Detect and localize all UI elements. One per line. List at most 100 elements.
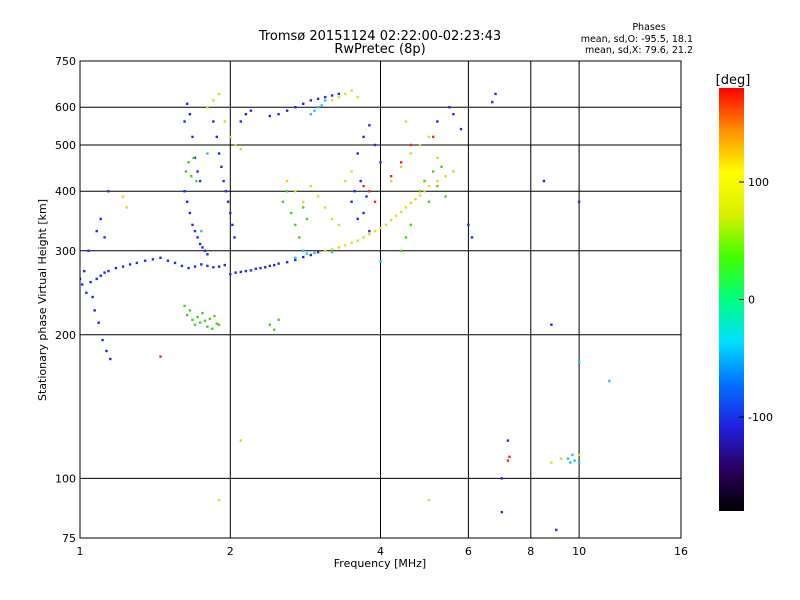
scatter-point-yellow — [418, 194, 422, 197]
scatter-point-blue — [226, 200, 230, 203]
scatter-point-blue — [203, 249, 207, 252]
scatter-point-yellow — [324, 206, 327, 209]
scatter-point-green — [444, 195, 447, 198]
scatter-point-yellow — [577, 453, 581, 457]
scatter-point-cyan — [577, 361, 581, 364]
scatter-point-blue — [107, 269, 110, 273]
scatter-point-cyan — [320, 104, 323, 107]
scatter-point-yellow — [239, 439, 242, 442]
scatter-point-blue — [183, 120, 186, 123]
scatter-point-blue — [324, 95, 327, 99]
scatter-point-blue — [186, 200, 189, 203]
scatter-point-blue — [81, 283, 84, 286]
scatter-point-blue — [83, 269, 86, 273]
scatter-point-yellow — [212, 99, 215, 102]
scatter-point-green — [305, 217, 309, 221]
x-tick-label: 16 — [674, 545, 688, 558]
scatter-point-cyan — [309, 113, 312, 116]
scatter-point-blue — [121, 265, 125, 268]
scatter-point-blue — [356, 217, 359, 221]
scatter-point-blue — [448, 106, 451, 109]
scatter-point-cyan — [571, 453, 574, 457]
scatter-point-yellow — [409, 152, 412, 155]
scatter-point-blue — [101, 338, 104, 342]
scatter-point-red — [389, 175, 393, 178]
scatter-point-blue — [114, 266, 118, 270]
colorbar-tick-label: 0 — [748, 294, 755, 307]
scatter-point-green — [203, 319, 207, 322]
scatter-point-red — [362, 184, 365, 188]
scatter-point-green — [215, 322, 218, 325]
scatter-point-green — [206, 325, 209, 328]
scatter-point-yellow — [206, 106, 209, 109]
scatter-point-blue — [193, 156, 197, 159]
scatter-point-yellow — [330, 99, 334, 102]
scatter-point-red — [506, 459, 510, 462]
scatter-point-green — [440, 165, 443, 168]
x-axis-tick-labels: 1 2 4 6 8 10 16 — [77, 545, 689, 558]
x-tick-label: 4 — [377, 545, 384, 558]
y-tick-label: 200 — [55, 329, 76, 342]
scatter-point-yellow — [337, 223, 340, 227]
scatter-point-yellow — [121, 195, 125, 198]
scatter-point-blue — [180, 264, 184, 268]
scatter-point-blue — [359, 179, 362, 183]
scatter-point-blue — [93, 309, 96, 312]
scatter-point-blue — [264, 266, 267, 269]
scatter-point-yellow — [427, 135, 431, 139]
scatter-point-yellow — [229, 135, 232, 139]
scatter-point-yellow — [389, 218, 393, 222]
scatter-point-blue — [436, 120, 439, 123]
scatter-point-blue — [244, 269, 248, 273]
scatter-point-yellow — [330, 248, 334, 251]
scatter-point-blue — [222, 179, 225, 183]
scatter-point-yellow — [559, 457, 563, 460]
scatter-point-yellow — [356, 239, 359, 242]
scatter-point-blue — [103, 271, 106, 274]
scatter-point-blue — [285, 109, 289, 112]
scatter-point-yellow — [324, 249, 327, 252]
scatter-point-cyan — [577, 461, 581, 464]
x-tick-label: 6 — [465, 545, 472, 558]
scatter-point-green — [193, 323, 197, 326]
plot-frame — [79, 60, 682, 539]
colorbar-ticks: 100 0 -100 — [739, 176, 773, 424]
scatter-point-yellow — [356, 95, 359, 99]
scatter-point-blue — [173, 261, 177, 265]
scatter-point-blue — [350, 200, 353, 203]
scatter-point-blue — [506, 439, 510, 442]
x-tick-label: 1 — [77, 545, 84, 558]
scatter-point-yellow — [125, 206, 128, 209]
scatter-point-green — [404, 236, 408, 239]
scatter-point-cyan — [305, 252, 309, 255]
scatter-point-blue — [356, 152, 359, 155]
scatter-point-green — [191, 318, 194, 321]
scatter-point-blue — [373, 143, 377, 147]
scatter-point-blue — [500, 477, 503, 480]
scatter-point-yellow — [436, 156, 439, 159]
x-axis-label: Frequency [MHz] — [334, 557, 426, 570]
scatter-point-cyan — [608, 379, 611, 383]
chart-title: Tromsø 20151124 02:22:00-02:23:43 — [258, 29, 501, 44]
scatter-point-yellow — [344, 244, 347, 247]
scatter-point-yellow — [309, 184, 312, 188]
scatter-point-blue — [234, 271, 237, 274]
scatter-point-blue — [577, 200, 581, 203]
scatter-point-green — [268, 323, 271, 326]
scatter-point-blue — [99, 274, 102, 277]
scatter-point-yellow — [550, 461, 553, 464]
scatter-point-yellow — [316, 195, 320, 198]
scatter-point-blue — [330, 94, 334, 97]
scatter-point-blue — [452, 113, 455, 116]
scatter-point-blue — [277, 262, 280, 265]
scatter-point-blue — [183, 190, 186, 193]
scatter-point-yellow — [368, 233, 371, 236]
scatter-point-yellow — [362, 236, 365, 239]
scatter-point-blue — [542, 179, 546, 183]
y-axis-label: Stationary phase Virtual Height [km] — [36, 199, 49, 401]
scatter-point-yellow — [302, 200, 305, 203]
scatter-point-blue — [494, 92, 497, 96]
scatter-point-blue — [135, 261, 139, 265]
scatter-point-blue — [229, 273, 232, 276]
